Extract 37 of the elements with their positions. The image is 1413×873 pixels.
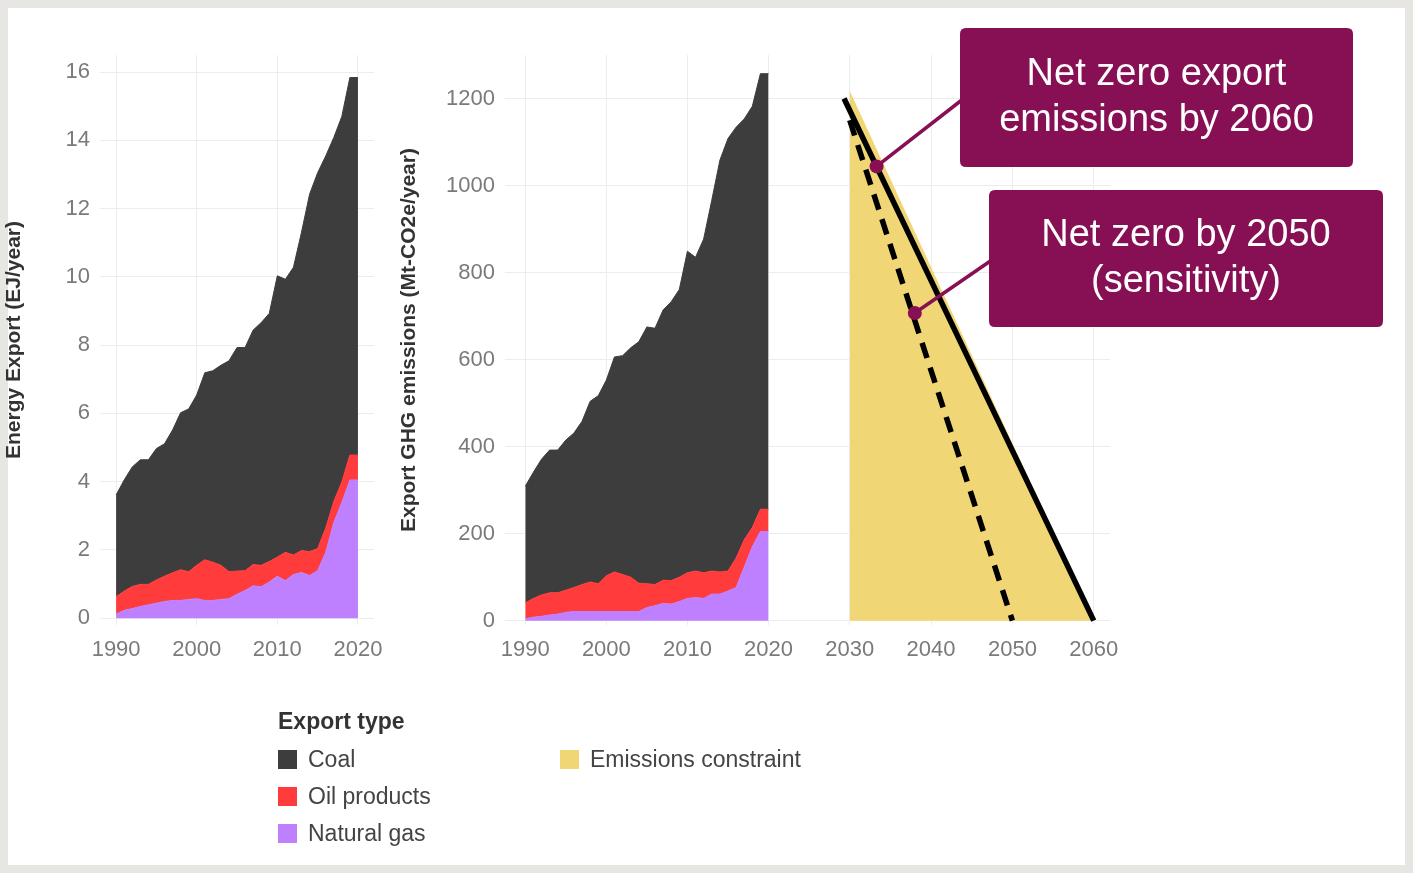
y-tick-label: 4 (77, 467, 90, 493)
y-tick-label: 14 (65, 126, 90, 152)
y-tick-label: 12 (65, 194, 90, 220)
x-tick-label: 2000 (581, 636, 631, 662)
y-tick-label: 200 (458, 519, 495, 545)
y-tick-label: 0 (77, 604, 90, 630)
y-axis-title: Export GHG emissions (Mt-CO2e/year) (396, 148, 420, 532)
x-tick-label: 2020 (333, 636, 383, 662)
x-tick-label: 2000 (172, 636, 222, 662)
legend-label: Natural gas (308, 820, 426, 847)
x-tick-label: 1990 (500, 636, 550, 662)
y-tick-label: 2 (77, 535, 90, 561)
legend-label: Oil products (308, 783, 431, 810)
y-tick-label: 8 (77, 331, 90, 357)
y-tick-label: 1000 (446, 171, 495, 197)
legend-label: Coal (308, 746, 356, 773)
x-tick-label: 2020 (744, 636, 793, 662)
y-tick-label: 16 (65, 58, 90, 84)
y-tick-label: 400 (458, 432, 495, 458)
x-tick-label: 1990 (91, 636, 141, 662)
x-tick-label: 2040 (906, 636, 956, 662)
x-tick-label: 2030 (825, 636, 875, 662)
legend-title: Export type (278, 708, 406, 735)
y-tick-label: 10 (65, 262, 90, 288)
x-tick-label: 2060 (1069, 636, 1119, 662)
annotation: Net zero by 2050 (sensitivity) (1041, 211, 1331, 300)
x-tick-label: 2010 (252, 636, 302, 662)
x-tick-label: 2050 (987, 636, 1037, 662)
annotation: Net zero export emissions by 2060 (999, 50, 1314, 139)
y-tick-label: 0 (482, 606, 495, 632)
y-tick-label: 600 (458, 345, 495, 371)
y-tick-label: 800 (458, 258, 495, 284)
y-axis-title: Energy Export (EJ/year) (1, 220, 25, 460)
legend-label: Emissions constraint (590, 746, 801, 773)
y-tick-label: 6 (77, 399, 90, 425)
x-tick-label: 2010 (662, 636, 712, 662)
y-tick-label: 1200 (446, 84, 495, 110)
